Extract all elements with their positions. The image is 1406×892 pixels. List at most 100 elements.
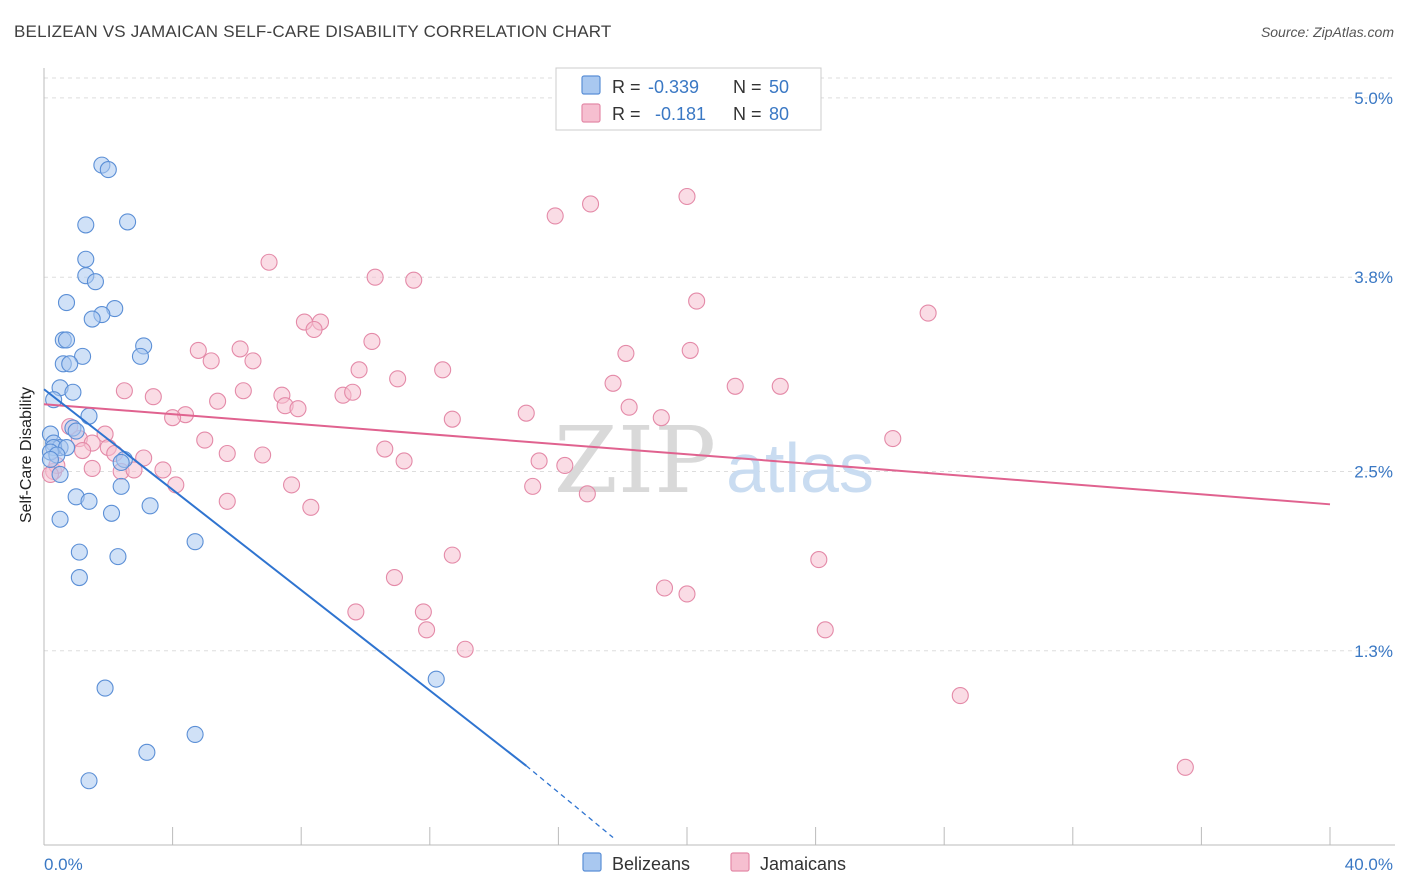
belizean-point: [186, 725, 204, 743]
jamaican-point: [617, 344, 635, 362]
jamaicans-n-value: 80: [769, 104, 789, 124]
x-tick-label-max: 40.0%: [1345, 855, 1393, 874]
belizeans-r-label: R =: [612, 77, 641, 97]
jamaican-point: [289, 400, 307, 418]
belizean-point: [80, 407, 98, 425]
belizean-point: [186, 533, 204, 551]
belizean-point: [61, 355, 79, 373]
belizean-point: [51, 510, 69, 528]
jamaicans-swatch: [581, 103, 601, 123]
jamaican-point: [74, 441, 92, 460]
y-tick-label: 1.3%: [1354, 642, 1393, 661]
jamaican-point: [125, 461, 143, 479]
jamaican-point: [366, 268, 384, 286]
jamaican-point: [376, 440, 394, 458]
belizean-point: [83, 310, 101, 328]
jamaican-point: [283, 476, 301, 494]
jamaicans-trend-line: [43, 403, 1331, 506]
y-tick-label: 2.5%: [1354, 462, 1393, 481]
jamaican-point: [678, 585, 696, 603]
jamaican-point: [456, 640, 474, 658]
belizean-point: [427, 670, 445, 688]
jamaican-point: [517, 404, 535, 422]
jamaican-point: [919, 304, 937, 322]
belizean-point: [141, 497, 159, 515]
jamaican-point: [154, 461, 172, 479]
jamaican-point: [524, 477, 542, 495]
belizean-point: [109, 548, 127, 566]
chart-title: BELIZEAN VS JAMAICAN SELF-CARE DISABILIT…: [14, 22, 612, 41]
x-tick-labels: 0.0% 40.0%: [44, 855, 1393, 874]
trend-lines: [43, 388, 1331, 839]
x-tick-label-min: 0.0%: [44, 855, 83, 874]
belizean-point: [102, 504, 121, 522]
belizeans-trend-line: [43, 388, 527, 767]
legend-belizeans-swatch: [582, 852, 602, 872]
jamaican-point: [347, 603, 365, 621]
stats-legend: R = -0.339 N = 50 R = -0.181 N = 80: [555, 67, 822, 131]
jamaican-point: [164, 409, 182, 427]
belizean-point: [112, 477, 130, 495]
belizeans-n-value: 50: [769, 77, 789, 97]
jamaicans-n-label: N =: [733, 104, 762, 124]
jamaican-point: [260, 253, 278, 271]
jamaican-point: [726, 377, 744, 395]
jamaican-point: [344, 383, 362, 401]
jamaican-point: [231, 340, 249, 358]
jamaican-point: [578, 485, 596, 503]
jamaican-point: [688, 292, 706, 310]
belizean-point: [67, 422, 85, 440]
belizean-point: [70, 568, 88, 587]
jamaican-point: [244, 352, 262, 370]
jamaican-point: [530, 452, 548, 470]
jamaican-point: [604, 374, 622, 392]
jamaican-point: [655, 579, 674, 597]
watermark-atlas: atlas: [726, 429, 874, 507]
jamaican-point: [556, 456, 574, 475]
jamaican-point: [189, 341, 207, 359]
jamaican-point: [414, 603, 432, 621]
jamaican-point: [546, 207, 564, 225]
jamaican-point: [405, 271, 423, 289]
belizean-point: [119, 213, 137, 231]
jamaican-point: [350, 361, 368, 379]
jamaican-point: [254, 446, 272, 464]
belizean-point: [138, 743, 156, 761]
jamaican-point: [218, 492, 236, 510]
y-tick-labels: 1.3% 2.5% 3.8% 5.0%: [1354, 89, 1393, 661]
jamaican-point: [305, 320, 323, 339]
belizean-point: [80, 772, 98, 790]
jamaican-point: [884, 430, 902, 448]
belizean-point: [112, 453, 130, 472]
jamaican-point: [418, 621, 436, 639]
jamaican-point: [218, 444, 236, 463]
jamaican-point: [1176, 758, 1194, 776]
belizean-point: [51, 465, 69, 483]
jamaican-point: [385, 568, 403, 587]
jamaican-point: [620, 398, 638, 416]
legend-belizeans-label: Belizeans: [612, 854, 690, 874]
belizean-point: [77, 216, 95, 234]
belizean-point: [70, 543, 88, 561]
watermark-zip: ZIP: [554, 407, 716, 514]
belizean-point: [131, 347, 149, 365]
jamaican-point: [816, 621, 834, 639]
jamaican-point: [209, 392, 227, 410]
belizean-point: [77, 250, 95, 268]
jamaicans-r-label: R =: [612, 104, 641, 124]
jamaican-point: [202, 352, 220, 370]
belizean-point: [86, 273, 104, 291]
watermark: ZIP atlas: [554, 407, 874, 514]
jamaican-point: [83, 459, 101, 478]
belizean-point: [96, 679, 114, 697]
jamaican-point: [363, 332, 381, 350]
jamaican-point: [395, 452, 413, 470]
belizean-point: [57, 331, 76, 349]
legend-jamaicans-swatch: [730, 852, 750, 872]
legend-jamaicans-label: Jamaicans: [760, 854, 846, 874]
jamaican-point: [771, 377, 789, 395]
jamaican-point: [434, 361, 452, 379]
belizean-point: [99, 161, 117, 179]
belizean-point: [74, 347, 92, 365]
jamaican-point: [443, 546, 461, 564]
